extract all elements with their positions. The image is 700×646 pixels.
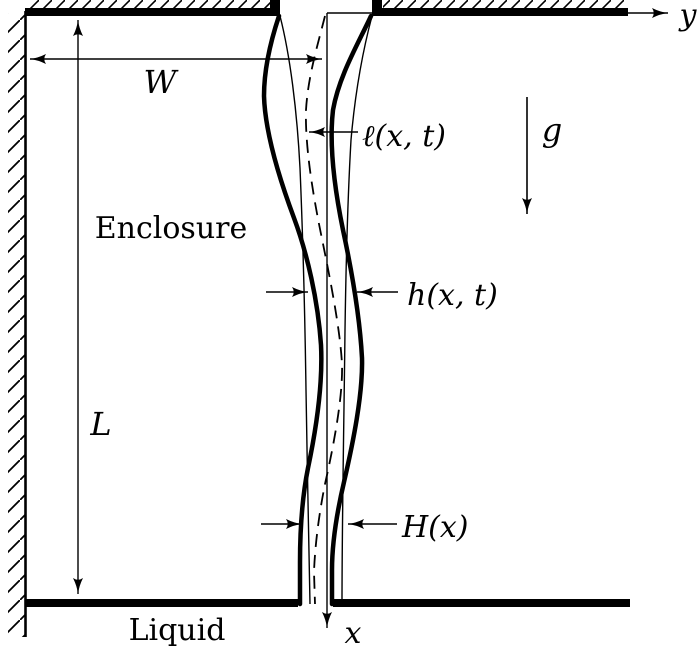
slot-right-lip bbox=[372, 0, 382, 16]
slot-left-lip bbox=[270, 0, 280, 16]
y-axis-label: y bbox=[678, 0, 698, 33]
length-dimension-label: L bbox=[89, 405, 111, 443]
width-dimension: W bbox=[30, 54, 322, 101]
x-axis-label: x bbox=[345, 616, 362, 646]
ceiling-left-segment bbox=[25, 0, 280, 16]
perturbed-surface-right bbox=[329, 13, 374, 607]
coordinate-axes bbox=[322, 8, 668, 628]
liquid-surface-left bbox=[25, 599, 298, 607]
width-dimension-label: W bbox=[144, 63, 180, 101]
left-wall-hatching bbox=[8, 13, 25, 637]
ceiling-right-bar bbox=[381, 8, 628, 16]
left-wall bbox=[8, 11, 27, 637]
ceiling-right-hatching bbox=[383, 0, 628, 9]
liquid-surface bbox=[25, 599, 630, 607]
instantaneous-thickness-annotation: h(x, t) bbox=[266, 278, 498, 313]
steady-surface-left bbox=[279, 15, 311, 605]
steady-thickness-annotation: H(x) bbox=[261, 510, 469, 545]
perturbed-sheet-surfaces bbox=[261, 13, 374, 607]
gravity-vector: g bbox=[522, 97, 562, 214]
liquid-label: Liquid bbox=[129, 613, 226, 646]
centerline-label: ℓ(x, t) bbox=[362, 119, 446, 154]
centerline-annotation: ℓ(x, t) bbox=[309, 119, 446, 154]
sheet-centerline-dashed bbox=[305, 15, 343, 605]
enclosure-label: Enclosure bbox=[95, 211, 248, 246]
steady-thickness-label: H(x) bbox=[401, 510, 469, 545]
instantaneous-thickness-label: h(x, t) bbox=[407, 278, 498, 313]
perturbed-surface-left bbox=[261, 13, 324, 607]
ceiling-left-hatching bbox=[26, 0, 270, 9]
length-dimension: L bbox=[73, 20, 112, 594]
ceiling-left-bar bbox=[25, 8, 271, 16]
ceiling-right-segment bbox=[372, 0, 628, 16]
liquid-surface-right bbox=[333, 599, 630, 607]
gravity-label: g bbox=[542, 111, 562, 149]
